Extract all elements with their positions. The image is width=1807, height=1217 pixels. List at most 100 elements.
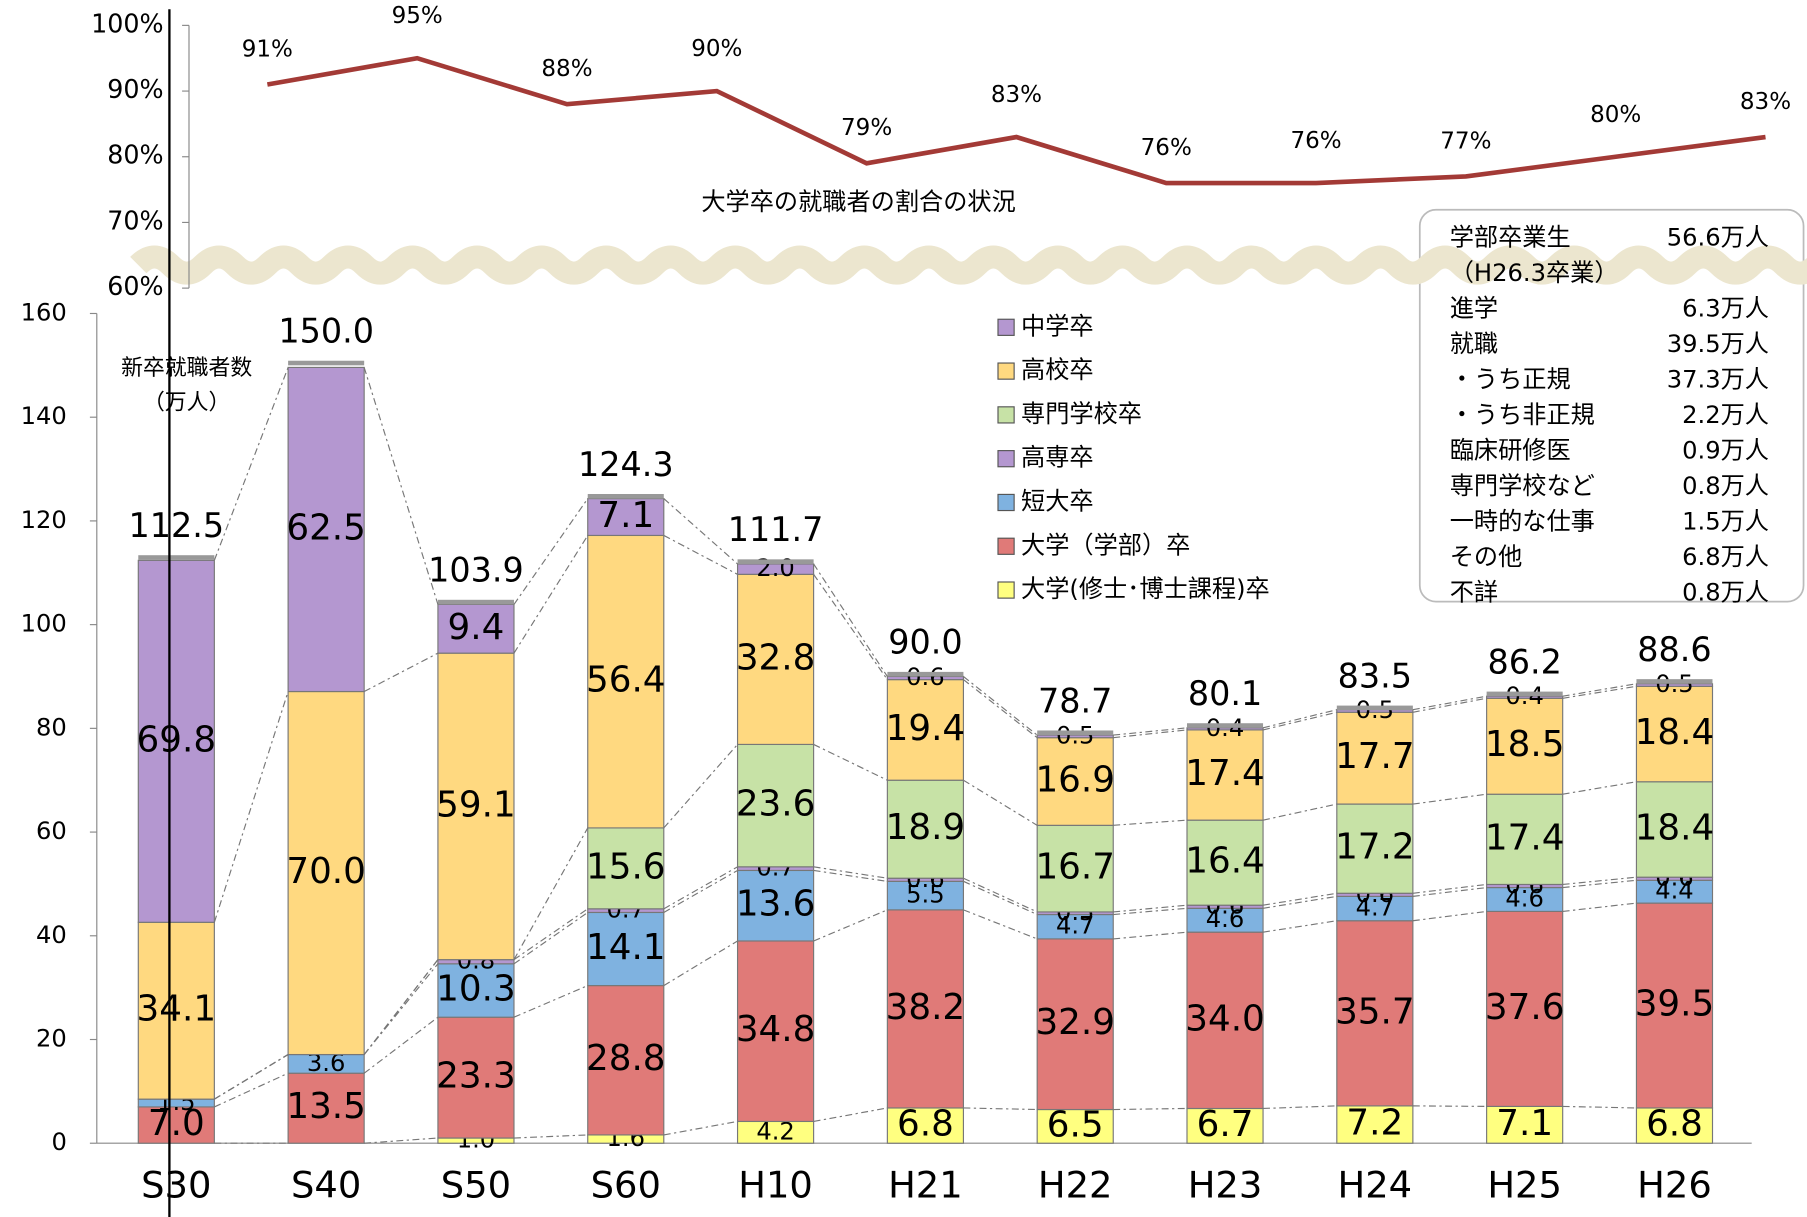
connector — [513, 535, 589, 654]
total-label: 112.5 — [129, 506, 225, 545]
data-label: 0.4 — [1505, 682, 1543, 710]
data-label: 62.5 — [286, 507, 366, 548]
data-label: 56.4 — [586, 660, 666, 701]
legend-label: 大学(修士･博士課程)卒 — [1021, 575, 1270, 603]
data-label: 16.7 — [1035, 847, 1115, 888]
data-label: 18.4 — [1635, 807, 1715, 848]
data-label: 0.5 — [1655, 670, 1693, 698]
total-label: 111.7 — [728, 510, 824, 549]
bar-segment — [1036, 824, 1114, 913]
data-label: 18.5 — [1485, 724, 1565, 765]
connector — [1262, 892, 1337, 906]
data-label: 59.1 — [436, 784, 516, 825]
data-label: 14.1 — [586, 927, 666, 968]
connector — [813, 866, 888, 879]
data-label: 18.4 — [1635, 712, 1715, 753]
connector — [1113, 904, 1188, 913]
connector — [1262, 920, 1337, 933]
bar-segment — [1486, 1105, 1564, 1144]
y-tick-label: 70% — [107, 205, 163, 235]
connector — [1262, 803, 1337, 821]
info-value: 2.2万人 — [1682, 401, 1769, 429]
bar-segment — [437, 963, 515, 1018]
connector — [963, 880, 1038, 916]
total-cap — [1636, 679, 1713, 684]
line-title: 大学卒の就職者の割合の状況 — [701, 188, 1015, 216]
legend-label: 大学（学部）卒 — [1021, 531, 1190, 559]
bar-segment — [1036, 737, 1114, 826]
connector — [1412, 910, 1487, 922]
connector — [364, 1137, 438, 1144]
info-label: （H26.3卒業） — [1450, 259, 1619, 287]
total-label: 86.2 — [1487, 642, 1561, 681]
bar-segment — [1635, 902, 1714, 1109]
data-label: 80% — [1590, 102, 1641, 128]
connector — [1562, 683, 1637, 697]
connector — [1412, 697, 1487, 713]
bar-segment — [1336, 711, 1414, 805]
y-tick-label: 120 — [21, 506, 67, 534]
data-label: 32.8 — [736, 637, 816, 678]
data-label: 17.7 — [1335, 736, 1415, 777]
data-label: 34.1 — [137, 989, 217, 1030]
connector — [1113, 1107, 1188, 1111]
data-label: 4.7 — [1056, 912, 1094, 940]
data-label: 76% — [1141, 135, 1192, 161]
total-cap — [1037, 730, 1114, 736]
info-label: 学部卒業生 — [1450, 224, 1571, 252]
connector — [363, 1016, 439, 1074]
connector — [513, 827, 589, 960]
data-label: 17.4 — [1485, 817, 1565, 858]
connector — [1262, 709, 1337, 729]
data-label: 37.6 — [1485, 987, 1565, 1028]
y-tick-label: 0 — [51, 1128, 66, 1156]
connector — [1412, 886, 1487, 897]
connector — [1113, 931, 1188, 940]
bar-segment — [1486, 697, 1564, 795]
y-tick-label: 60 — [36, 817, 67, 845]
data-label: 95% — [392, 3, 443, 29]
info-label: 進学 — [1450, 295, 1498, 323]
data-label: 17.4 — [1185, 753, 1265, 794]
total-label: 83.5 — [1338, 656, 1412, 695]
info-label: ・うち正規 — [1450, 366, 1571, 394]
bar-segment — [1635, 1107, 1714, 1144]
bar-segment — [886, 909, 965, 1109]
x-tick-label: H23 — [1188, 1164, 1263, 1207]
bar-segment — [886, 679, 965, 781]
total-label: 80.1 — [1188, 674, 1262, 713]
data-label: 18.9 — [886, 807, 966, 848]
data-label: 90% — [691, 36, 742, 62]
data-label: 70.0 — [286, 851, 366, 892]
bar-segment — [736, 869, 815, 942]
connector — [1263, 1105, 1337, 1110]
data-label: 5.5 — [906, 881, 944, 909]
connector — [1113, 907, 1188, 916]
data-label: 34.8 — [736, 1009, 816, 1050]
data-label: 38.2 — [886, 987, 966, 1028]
bar-segment — [1635, 781, 1714, 878]
connector — [1262, 711, 1337, 731]
total-cap — [288, 360, 365, 366]
info-value: 0.9万人 — [1682, 437, 1769, 465]
connector — [1562, 876, 1637, 886]
bar-segment — [736, 940, 815, 1123]
x-tick-label: H26 — [1637, 1164, 1712, 1207]
connector — [1113, 727, 1188, 736]
connector — [813, 743, 888, 781]
bar-segment — [137, 559, 215, 923]
data-label: 76% — [1290, 128, 1341, 154]
y-tick-label: 160 — [21, 298, 67, 326]
bar-segment — [736, 563, 815, 575]
legend-swatch — [997, 362, 1015, 380]
legend-swatch — [997, 450, 1015, 468]
total-label: 150.0 — [278, 312, 374, 351]
connector — [213, 691, 289, 923]
data-label: 0.5 — [1056, 721, 1094, 749]
legend-label: 短大卒 — [1021, 487, 1094, 515]
total-cap — [1186, 723, 1264, 728]
connector — [1262, 895, 1337, 909]
connector — [513, 908, 589, 961]
legend-swatch — [997, 406, 1015, 424]
total-cap — [138, 555, 215, 560]
